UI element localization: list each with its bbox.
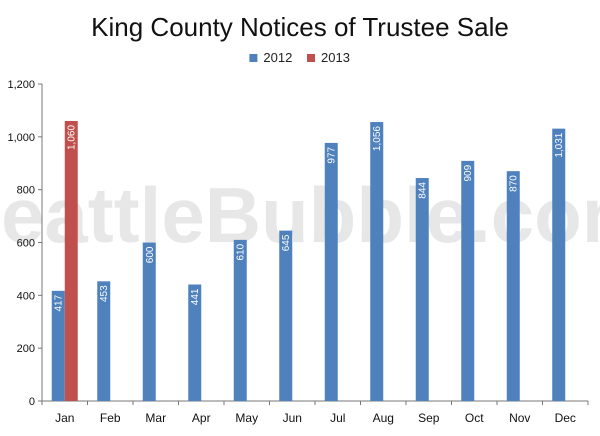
- data-label: 417: [54, 294, 65, 311]
- data-label: 610: [236, 243, 247, 260]
- data-label: 870: [509, 175, 520, 192]
- data-label: 453: [99, 285, 110, 302]
- axes: 0 200 400 600 800 1,000 1,200 Jan Feb Mar Apr May Ju…: [7, 79, 589, 425]
- x-tick-label: May: [235, 411, 258, 425]
- y-tick-label: 1,000: [7, 132, 35, 144]
- bar-2012-jun: [279, 230, 293, 401]
- bar-2012-mar: [142, 242, 156, 401]
- x-tick-label: Aug: [373, 411, 394, 425]
- legend-swatch-2012: [249, 54, 258, 62]
- x-tick-label: Oct: [465, 411, 484, 425]
- data-label: 844: [418, 182, 429, 199]
- bar-2012-jul: [324, 142, 338, 401]
- x-tick-label: Jul: [330, 411, 345, 425]
- bar-2012-may: [233, 239, 247, 401]
- legend-swatch-2013: [307, 54, 315, 62]
- data-label: 441: [190, 288, 201, 305]
- chart-title: King County Notices of Trustee Sale: [91, 12, 509, 42]
- data-label: 1,060: [67, 125, 78, 150]
- bar-2013-jan: [64, 120, 78, 401]
- bar-2012-jan: [51, 290, 65, 401]
- data-label: 909: [463, 164, 474, 181]
- y-tick-label: 400: [17, 290, 35, 302]
- legend: 2012 2013: [249, 50, 350, 65]
- x-tick-label: Feb: [100, 411, 121, 425]
- y-tick-label: 200: [17, 343, 35, 355]
- x-tick-label: Sep: [418, 411, 440, 425]
- x-tick-label: Dec: [555, 411, 576, 425]
- x-tick-label: Jun: [283, 411, 302, 425]
- bar-2012-oct: [461, 160, 475, 401]
- data-label: 977: [327, 146, 338, 163]
- legend-label-2012: 2012: [263, 50, 292, 65]
- data-label: 645: [281, 234, 292, 251]
- bar-2012-sep: [415, 178, 429, 401]
- bar-2012-dec: [552, 128, 566, 401]
- bar-2012-apr: [188, 284, 202, 401]
- bars: 417 453 600 441 610 645 977 1,056 844 909 870 1,031…: [51, 120, 566, 401]
- y-tick-label: 1,200: [7, 79, 35, 91]
- y-tick-label: 800: [17, 185, 35, 197]
- bar-2012-feb: [97, 281, 111, 401]
- watermark: SeattleBubble.com: [0, 171, 600, 259]
- x-tick-label: Apr: [192, 411, 211, 425]
- data-label: 1,056: [372, 126, 383, 151]
- bar-2012-nov: [506, 171, 520, 401]
- data-label: 600: [145, 246, 156, 263]
- data-label: 1,031: [554, 132, 565, 157]
- y-tick-label: 0: [29, 396, 35, 408]
- x-tick-label: Nov: [509, 411, 530, 425]
- legend-label-2013: 2013: [321, 50, 350, 65]
- bar-2012-aug: [370, 122, 384, 401]
- x-tick-label: Jan: [55, 411, 74, 425]
- x-tick-label: Mar: [145, 411, 166, 425]
- y-tick-label: 600: [17, 238, 35, 250]
